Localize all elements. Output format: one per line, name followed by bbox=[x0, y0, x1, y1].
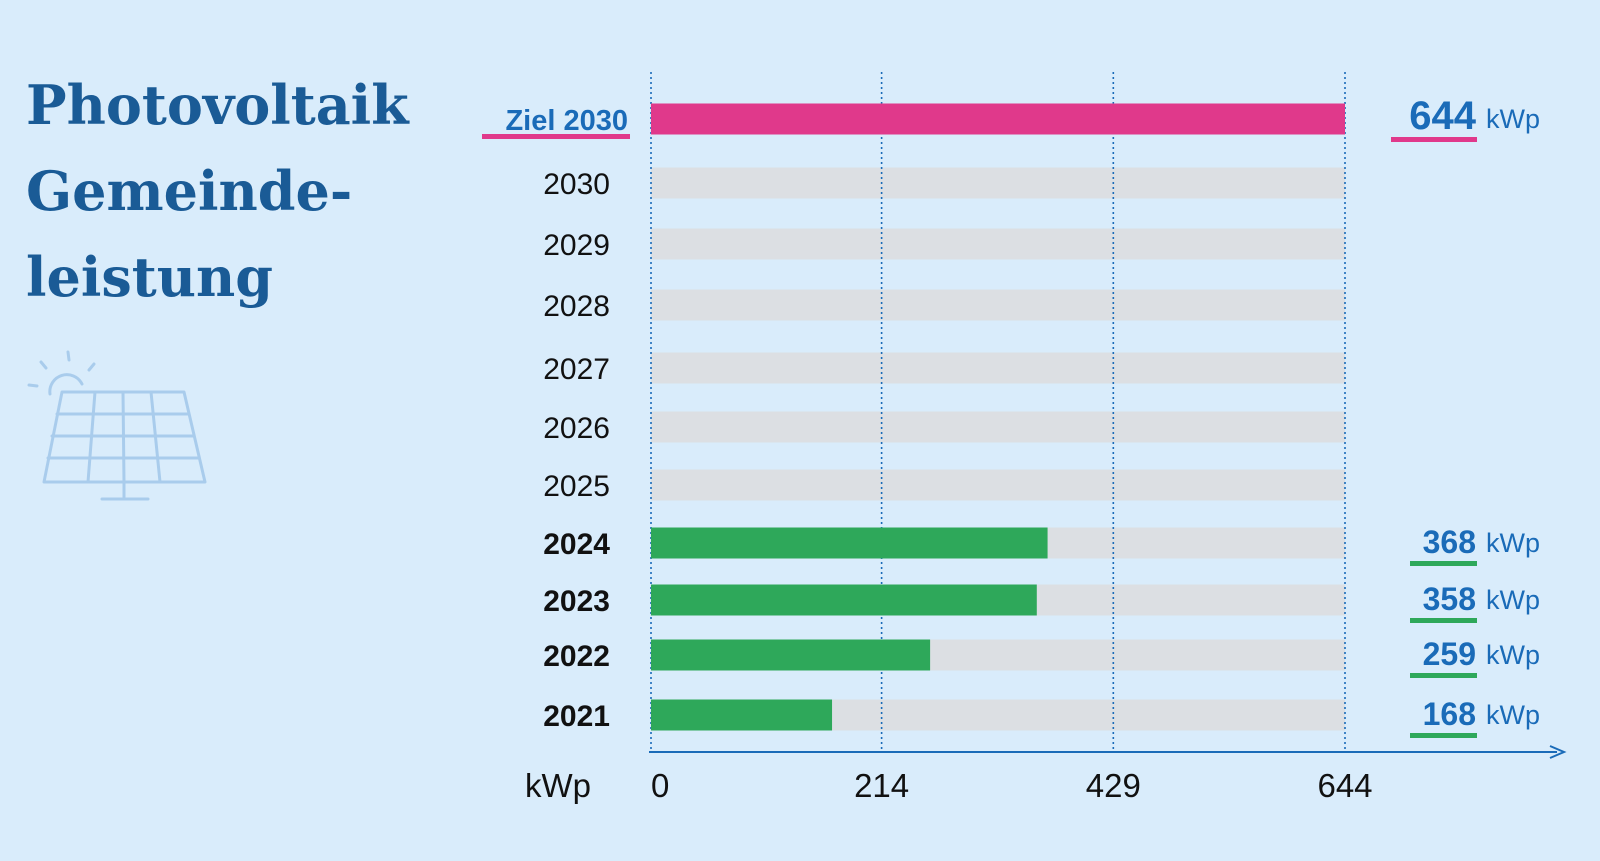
bar-2021 bbox=[651, 699, 833, 731]
bar-ziel-2030 bbox=[651, 103, 1345, 135]
category-label-2030: 2030 bbox=[543, 168, 610, 201]
x-axis-label: kWp bbox=[525, 767, 591, 804]
bar-track-2027 bbox=[651, 352, 1345, 384]
title-line-3: leistung bbox=[26, 245, 274, 309]
title-line-2: Gemeinde- bbox=[26, 159, 353, 223]
category-label-2029: 2029 bbox=[543, 229, 610, 262]
bar-track-2026 bbox=[651, 411, 1345, 443]
x-axis-arrow bbox=[1549, 745, 1567, 759]
x-tick-label-429: 429 bbox=[1086, 767, 1141, 804]
chart-title: Photovoltaik Gemeinde- leistung bbox=[26, 62, 409, 320]
bar-2024 bbox=[651, 527, 1048, 559]
value-label-2024: 368 bbox=[1423, 524, 1476, 560]
value-label-underline-2023 bbox=[1410, 618, 1477, 623]
category-label-ziel-2030: Ziel 2030 bbox=[505, 105, 628, 137]
value-label-2021: 168 bbox=[1423, 696, 1476, 732]
bar-2023 bbox=[651, 584, 1037, 616]
value-unit-ziel-2030: kWp bbox=[1486, 104, 1540, 134]
category-label-2021: 2021 bbox=[543, 700, 610, 733]
value-label-underline-2021 bbox=[1410, 733, 1477, 738]
value-unit-2024: kWp bbox=[1486, 528, 1540, 558]
value-label-underline-2022 bbox=[1410, 673, 1477, 678]
value-label-2022: 259 bbox=[1423, 636, 1476, 672]
category-label-2023: 2023 bbox=[543, 585, 610, 618]
value-unit-2022: kWp bbox=[1486, 640, 1540, 670]
category-label-2026: 2026 bbox=[543, 412, 610, 445]
category-label-underline bbox=[482, 134, 630, 139]
x-tick-label-214: 214 bbox=[854, 767, 909, 804]
title-line-1: Photovoltaik bbox=[26, 73, 409, 137]
category-label-2024: 2024 bbox=[543, 528, 610, 561]
category-label-2028: 2028 bbox=[543, 290, 610, 323]
value-label-ziel-2030: 644 bbox=[1409, 94, 1476, 138]
bar-track-2025 bbox=[651, 469, 1345, 501]
value-unit-2023: kWp bbox=[1486, 585, 1540, 615]
bar-track-2028 bbox=[651, 289, 1345, 321]
value-label-underline-ziel-2030 bbox=[1391, 137, 1477, 142]
category-label-2025: 2025 bbox=[543, 470, 610, 503]
category-label-2022: 2022 bbox=[543, 640, 610, 673]
x-tick-label-644: 644 bbox=[1317, 767, 1372, 804]
value-unit-2021: kWp bbox=[1486, 700, 1540, 730]
bar-2022 bbox=[651, 639, 931, 671]
value-label-underline-2024 bbox=[1410, 561, 1477, 566]
bar-track-2030 bbox=[651, 167, 1345, 199]
value-label-2023: 358 bbox=[1423, 581, 1476, 617]
category-label-2027: 2027 bbox=[543, 353, 610, 386]
solar-panel-icon bbox=[27, 350, 207, 501]
x-tick-label-0: 0 bbox=[651, 767, 669, 804]
bar-track-2029 bbox=[651, 228, 1345, 260]
